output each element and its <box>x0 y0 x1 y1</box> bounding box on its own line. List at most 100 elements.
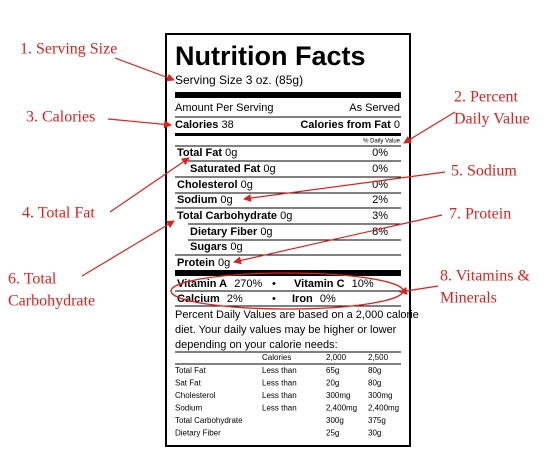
footnote-value: 300mg <box>326 391 350 400</box>
annotation: Minerals <box>440 290 497 307</box>
arrow <box>114 57 175 82</box>
nutrient-amount: 0g <box>220 194 232 206</box>
annotation-shapes <box>81 57 456 310</box>
separator: • <box>272 293 276 305</box>
arrow <box>399 285 439 295</box>
arrow <box>109 157 190 213</box>
vitamin: Vitamin C 10% <box>294 278 374 290</box>
nutrient-dv: 2% <box>372 194 388 206</box>
nutrient: Sodium 0g <box>177 194 233 206</box>
vitamin-label: Vitamin C <box>294 278 345 290</box>
annotation: 3. Calories <box>26 109 95 126</box>
arrow <box>243 171 446 203</box>
footnote-header: 2,000 <box>326 353 347 362</box>
nutrient-label: Total Carbohydrate <box>177 210 277 222</box>
calories-label: Calories <box>175 119 218 131</box>
nutrient: Dietary Fiber 0g <box>190 226 273 238</box>
calories-from-fat: Calories from Fat 0 <box>300 119 400 131</box>
nutrient-amount: 0g <box>225 147 237 159</box>
nutrient-label: Dietary Fiber <box>190 226 258 238</box>
arrow <box>107 118 172 129</box>
nutrient: Cholesterol 0g <box>177 179 253 191</box>
calories: Calories 38 <box>175 119 234 131</box>
vitamin: Calcium 2% <box>177 293 243 305</box>
nutrient-dv: 0% <box>372 179 388 191</box>
nutrient: Total Carbohydrate 0g <box>177 210 292 222</box>
nutrient: Sugars 0g <box>190 241 243 253</box>
footnote-line: Percent Daily Values are based on a 2,00… <box>175 309 419 321</box>
vitamin-label: Calcium <box>177 293 220 305</box>
footnote-value: 30g <box>368 429 381 438</box>
nutrient-dv: 3% <box>372 210 388 222</box>
nutrient-amount: 0g <box>218 257 230 269</box>
medium-rule <box>175 133 401 136</box>
footnote-nutrient: Sodium <box>175 404 202 413</box>
annotation: 4. Total Fat <box>22 205 95 222</box>
label-title: Nutrition Facts <box>175 41 366 71</box>
footnote-value: 80g <box>368 366 381 375</box>
vitamin-value: 270% <box>234 278 262 290</box>
nutrient-label: Cholesterol <box>177 179 238 191</box>
arrow <box>81 220 175 277</box>
annotation: 8. Vitamins & <box>440 268 530 285</box>
nutrient-amount: 0g <box>241 179 253 191</box>
footnote-nutrient: Dietary Fiber <box>175 429 221 438</box>
as-served: As Served <box>349 102 400 114</box>
footnote-value: 300g <box>326 416 344 425</box>
arrow <box>233 214 443 265</box>
footnote-nutrient: Cholesterol <box>175 391 216 400</box>
calories-value: 38 <box>221 119 233 131</box>
footnote-nutrient: Sat Fat <box>175 379 202 388</box>
daily-value-header: % Daily Value <box>363 139 401 145</box>
annotation: Daily Value <box>454 111 530 128</box>
annotation: 5. Sodium <box>451 163 517 180</box>
footnote-limit: Less than <box>262 366 297 375</box>
footnote-value: 20g <box>326 379 339 388</box>
footnote-value: 80g <box>368 379 381 388</box>
nutrient-dv: 0% <box>372 163 388 175</box>
nutrient-dv: 0% <box>372 147 388 159</box>
nutrient-amount: 0g <box>230 241 242 253</box>
footnote-limit: Less than <box>262 379 297 388</box>
vitamin-value: 0% <box>320 293 336 305</box>
footnote-value: 25g <box>326 429 339 438</box>
annotation: 1. Serving Size <box>20 41 117 58</box>
nutrient-amount: 0g <box>260 226 272 238</box>
nutrient-label: Protein <box>177 257 215 269</box>
vitamin-value: 2% <box>227 293 243 305</box>
separator: • <box>272 278 276 290</box>
vitamin: Iron 0% <box>292 293 336 305</box>
nutrient-label: Saturated Fat <box>190 163 261 175</box>
vitamin: Vitamin A 270% <box>177 278 263 290</box>
vitamin-label: Iron <box>292 293 313 305</box>
thick-rule <box>175 92 401 98</box>
footnote-value: 2,400mg <box>368 404 399 413</box>
footnote-value: 375g <box>368 416 386 425</box>
nutrient-label: Sugars <box>190 241 227 253</box>
calories-from-fat-value: 0 <box>394 119 400 131</box>
footnote-value: 300mg <box>368 391 392 400</box>
footnote-nutrient: Total Fat <box>175 366 206 375</box>
footnote-line: diet. Your daily values may be higher or… <box>175 324 397 336</box>
footnote-limit: Less than <box>262 391 297 400</box>
annotation: 6. Total <box>8 271 57 288</box>
nutrient-amount: 0g <box>280 210 292 222</box>
annotation: 7. Protein <box>449 206 511 223</box>
footnote-value: 65g <box>326 366 339 375</box>
highlight-ellipse <box>170 272 404 310</box>
nutrient: Saturated Fat 0g <box>190 163 276 175</box>
nutrient-label: Sodium <box>177 194 218 206</box>
annotation: Carbohydrate <box>8 293 95 310</box>
annotation: 2. Percent <box>454 89 519 106</box>
nutrient: Protein 0g <box>177 257 230 269</box>
footnote-nutrient: Total Carbohydrate <box>175 416 243 425</box>
serving-size: Serving Size 3 oz. (85g) <box>175 73 303 87</box>
calories-from-fat-label: Calories from Fat <box>300 119 391 131</box>
footnote-header: Calories <box>262 353 291 362</box>
nutrient-label: Total Fat <box>177 147 222 159</box>
nutrient-amount: 0g <box>263 163 275 175</box>
footnote-value: 2,400mg <box>326 404 357 413</box>
arrow <box>403 111 456 144</box>
